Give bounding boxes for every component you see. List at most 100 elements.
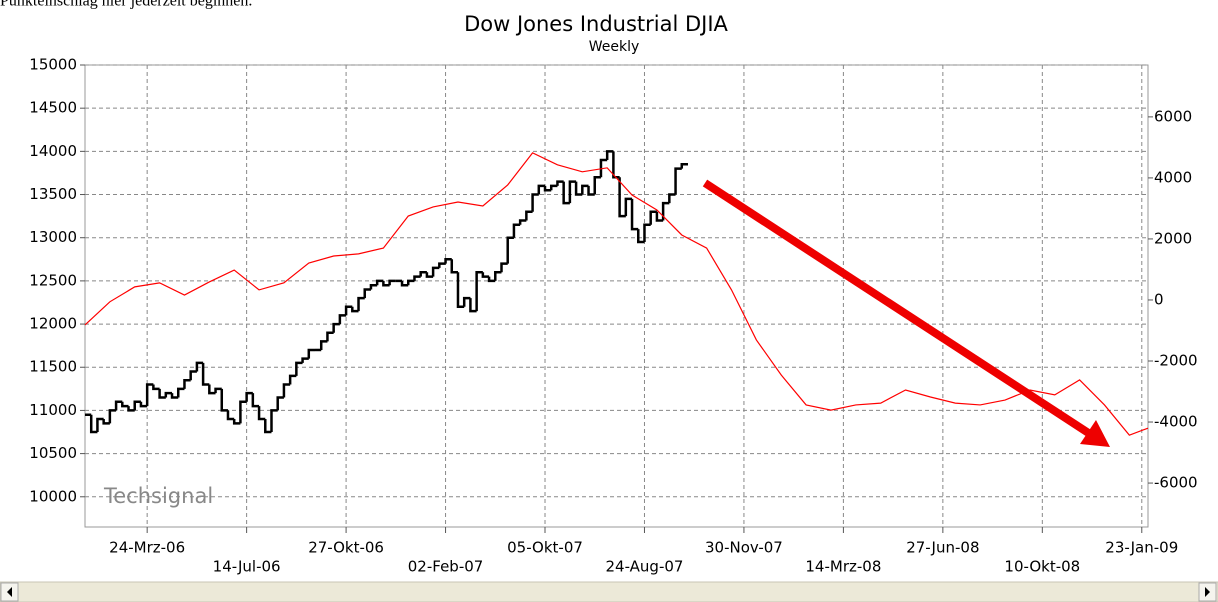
price-bar <box>121 401 129 408</box>
x-tick-label: 24-Aug-07 <box>605 558 683 576</box>
x-tick-label: 05-Okt-07 <box>507 539 583 557</box>
price-bar <box>537 184 546 195</box>
y2-tick-label: 2000 <box>1154 229 1192 247</box>
y-tick-label: 15000 <box>29 56 77 74</box>
price-bar <box>201 362 210 386</box>
price-bar <box>506 236 514 264</box>
price-bar <box>543 185 552 192</box>
price-bar <box>239 400 247 424</box>
price-bar <box>425 272 434 278</box>
price-bar <box>431 266 440 277</box>
price-bar <box>655 211 664 222</box>
price-bar <box>338 314 347 325</box>
price-bar <box>400 280 409 287</box>
y-tick-label: 13500 <box>29 185 77 203</box>
price-bar <box>170 393 179 399</box>
price-bar <box>388 279 396 286</box>
price-bar <box>133 400 141 411</box>
chart-title: Dow Jones Industrial DJIA <box>464 12 728 36</box>
price-bar <box>127 406 135 412</box>
price-bar <box>574 181 583 196</box>
price-bar <box>270 409 278 433</box>
indicator-line <box>84 152 1149 436</box>
price-bar <box>375 279 384 286</box>
scroll-left-icon <box>7 587 12 597</box>
y-tick-label: 13000 <box>29 228 77 246</box>
price-bar <box>618 177 626 218</box>
price-bar <box>245 391 253 402</box>
price-bar <box>152 384 160 391</box>
x-tick-label: 23-Jan-09 <box>1105 539 1178 557</box>
price-bar <box>176 387 185 398</box>
price-bar <box>208 384 216 395</box>
price-bar <box>518 219 527 225</box>
y-tick-label: 10000 <box>29 487 77 505</box>
plot-area <box>84 64 1149 528</box>
price-bar <box>500 262 508 273</box>
y-tick-label: 11000 <box>29 401 77 419</box>
price-bar <box>276 396 284 411</box>
price-bar <box>599 158 608 178</box>
price-bar <box>264 419 272 434</box>
price-bar <box>102 419 110 425</box>
chart-subtitle: Weekly <box>589 39 640 55</box>
scroll-right-icon <box>1205 587 1210 597</box>
price-bar <box>351 306 359 313</box>
price-bar <box>562 181 570 205</box>
y-tick-label: 14500 <box>29 99 77 117</box>
price-bar <box>301 357 309 363</box>
price-bar <box>587 185 595 196</box>
price-bar <box>462 296 471 307</box>
price-bar <box>419 271 427 277</box>
price-bar <box>605 150 614 160</box>
price-bar <box>288 374 297 385</box>
y-tick-label: 10500 <box>29 444 77 462</box>
price-bar <box>444 258 452 264</box>
price-bar <box>549 184 558 191</box>
price-bar <box>183 378 191 389</box>
price-bar <box>680 163 688 169</box>
price-bar <box>220 388 228 412</box>
price-bar <box>624 197 633 217</box>
price-bar <box>295 361 303 376</box>
price-bar <box>568 180 577 204</box>
x-tick-label: 02-Feb-07 <box>408 558 484 576</box>
price-bar <box>139 401 148 408</box>
price-bar <box>637 229 645 244</box>
price-bar <box>494 271 502 281</box>
price-bar <box>525 210 533 221</box>
price-bar <box>108 409 117 424</box>
x-tick-label: 27-Jun-08 <box>906 539 979 557</box>
price-bar <box>612 151 620 179</box>
trend-arrow-head <box>1080 420 1110 447</box>
price-bar <box>661 201 670 221</box>
price-bar <box>450 259 458 274</box>
price-bar <box>89 414 98 434</box>
x-tick-label: 30-Nov-07 <box>705 539 783 557</box>
y-tick-label: 12500 <box>29 271 77 289</box>
price-bar <box>96 417 104 433</box>
price-bar <box>531 193 539 212</box>
price-bar <box>363 288 371 299</box>
price-bar <box>382 280 390 287</box>
scrollbar[interactable] <box>0 581 1218 602</box>
x-tick-label: 10-Okt-08 <box>1004 558 1080 576</box>
price-bar <box>438 262 446 268</box>
price-bar <box>649 210 657 225</box>
y2-tick-label: -2000 <box>1154 351 1198 369</box>
price-bar <box>475 271 483 312</box>
price-bar <box>481 272 490 278</box>
x-tick-label: 14-Mrz-08 <box>805 558 881 576</box>
price-bar <box>643 223 651 243</box>
price-bar <box>456 272 465 309</box>
price-bar <box>226 410 235 421</box>
price-bar <box>469 298 477 313</box>
price-bar <box>487 276 496 283</box>
y-tick-label: 14000 <box>29 142 77 160</box>
watermark: Techsignal <box>103 484 213 508</box>
y2-tick-label: -6000 <box>1154 474 1198 492</box>
price-bar <box>593 176 601 195</box>
price-bar <box>332 322 340 333</box>
price-bar <box>232 419 241 425</box>
